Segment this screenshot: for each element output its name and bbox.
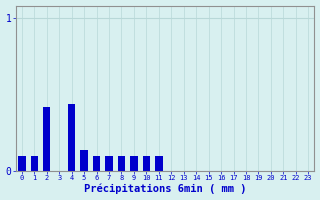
Bar [93,156,100,171]
X-axis label: Précipitations 6min ( mm ): Précipitations 6min ( mm ) [84,184,246,194]
Bar [130,156,138,171]
Bar [30,156,38,171]
Bar [105,156,113,171]
Bar [155,156,163,171]
Bar [118,156,125,171]
Bar [43,107,51,171]
Bar [143,156,150,171]
Bar [18,156,26,171]
Bar [80,150,88,171]
Bar [68,104,76,171]
